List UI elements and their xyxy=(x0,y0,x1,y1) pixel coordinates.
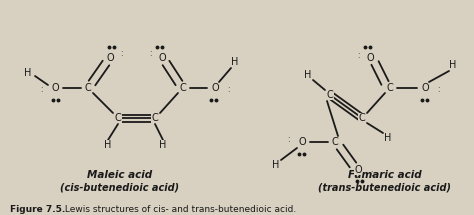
Text: O: O xyxy=(421,83,429,93)
Text: O: O xyxy=(354,165,362,175)
Text: O: O xyxy=(51,83,59,93)
Text: Figure 7.5.: Figure 7.5. xyxy=(10,206,65,215)
Text: C: C xyxy=(180,83,186,93)
Text: :: : xyxy=(288,135,290,144)
Text: C: C xyxy=(359,113,365,123)
Text: C: C xyxy=(152,113,158,123)
Text: :: : xyxy=(149,49,152,58)
Text: Fumaric acid: Fumaric acid xyxy=(348,170,422,180)
Text: :: : xyxy=(370,169,373,178)
Text: C: C xyxy=(332,137,338,147)
Text: H: H xyxy=(231,57,239,67)
Text: C: C xyxy=(85,83,91,93)
Text: H: H xyxy=(384,133,392,143)
Text: Maleic acid: Maleic acid xyxy=(87,170,153,180)
Text: H: H xyxy=(104,140,112,150)
Text: O: O xyxy=(366,53,374,63)
Text: H: H xyxy=(449,60,456,70)
Text: C: C xyxy=(387,83,393,93)
Text: C: C xyxy=(327,90,333,100)
Text: O: O xyxy=(298,137,306,147)
Text: H: H xyxy=(272,160,280,170)
Text: :: : xyxy=(357,52,360,60)
Text: :: : xyxy=(437,86,439,95)
Text: :: : xyxy=(227,86,229,95)
Text: Lewis structures of cis- and trans-butenedioic acid.: Lewis structures of cis- and trans-buten… xyxy=(62,206,296,215)
Text: O: O xyxy=(211,83,219,93)
Text: O: O xyxy=(106,53,114,63)
Text: H: H xyxy=(159,140,167,150)
Text: :: : xyxy=(40,86,43,95)
Text: O: O xyxy=(158,53,166,63)
Text: (cis-butenedioic acid): (cis-butenedioic acid) xyxy=(61,183,180,193)
Text: H: H xyxy=(304,70,312,80)
Text: C: C xyxy=(115,113,121,123)
Text: H: H xyxy=(24,68,32,78)
Text: :: : xyxy=(120,49,122,58)
Text: (trans-butenedioic acid): (trans-butenedioic acid) xyxy=(319,183,452,193)
